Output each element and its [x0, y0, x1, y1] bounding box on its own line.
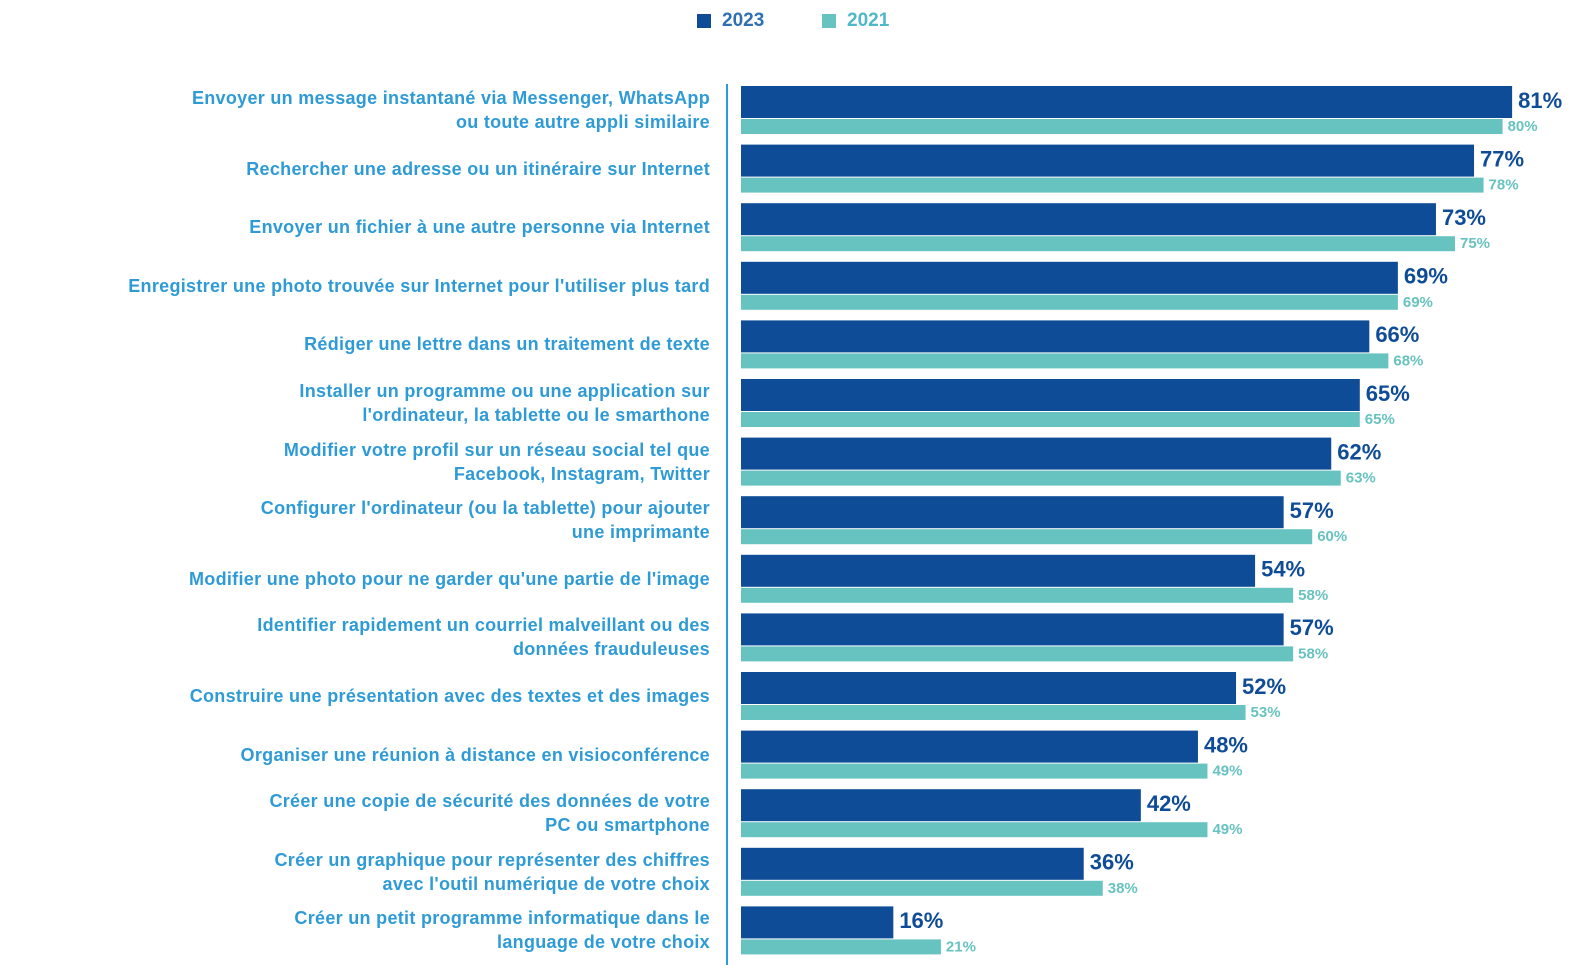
bar	[741, 261, 1398, 294]
bar	[741, 144, 1475, 177]
value-label: 80%	[1508, 118, 1538, 135]
value-label: 65%	[1366, 381, 1410, 406]
bar	[741, 529, 1313, 545]
category-label: Organiser une réunion à distance en visi…	[240, 744, 710, 765]
category-label: Modifier votre profil sur un réseau soci…	[283, 439, 710, 484]
value-label: 52%	[1242, 674, 1286, 699]
bar	[741, 353, 1389, 369]
bar	[741, 822, 1208, 838]
value-label: 48%	[1204, 732, 1248, 757]
value-label: 54%	[1261, 557, 1305, 582]
value-label: 57%	[1290, 498, 1334, 523]
value-label: 66%	[1375, 322, 1419, 347]
bar	[741, 880, 1103, 896]
category-label: Installer un programme ou une applicatio…	[299, 381, 710, 425]
category-label: Rédiger une lettre dans un traitement de…	[304, 334, 710, 355]
category-label: Créer un petit programme informatique da…	[294, 908, 710, 953]
bar	[741, 379, 1360, 411]
value-label: 69%	[1403, 294, 1433, 311]
value-label: 36%	[1090, 850, 1134, 875]
bar	[741, 730, 1198, 763]
category-label: Construire une présentation avec des tex…	[189, 686, 710, 706]
bar	[741, 613, 1284, 646]
value-label: 75%	[1460, 235, 1490, 252]
value-label: 78%	[1489, 177, 1519, 194]
bar	[741, 554, 1256, 587]
value-label: 42%	[1147, 791, 1191, 816]
bar	[741, 470, 1341, 486]
value-label: 49%	[1212, 821, 1242, 838]
bar	[741, 86, 1513, 118]
legend-swatch	[822, 14, 836, 28]
legend-label: 2023	[722, 10, 764, 31]
bar	[741, 203, 1436, 236]
bar	[741, 496, 1284, 529]
value-label: 60%	[1317, 528, 1347, 545]
category-label: Créer une copie de sécurité des données …	[269, 791, 710, 836]
value-label: 69%	[1404, 264, 1448, 289]
bar	[741, 906, 894, 939]
bar	[741, 177, 1484, 193]
bar	[741, 437, 1332, 470]
value-label: 65%	[1365, 411, 1395, 428]
value-label: 58%	[1298, 587, 1328, 604]
value-label: 62%	[1337, 439, 1381, 464]
bar	[741, 705, 1246, 720]
value-label: 21%	[946, 938, 976, 955]
category-label: Créer un graphique pour représenter des …	[274, 849, 710, 894]
value-label: 58%	[1298, 645, 1328, 662]
value-label: 81%	[1518, 88, 1562, 113]
value-label: 53%	[1251, 704, 1281, 721]
bar	[741, 119, 1503, 134]
bar	[741, 646, 1294, 662]
category-label: Envoyer un message instantané via Messen…	[191, 88, 710, 132]
legend-swatch	[697, 14, 711, 28]
bar	[741, 939, 941, 955]
category-label: Envoyer un fichier à une autre personne …	[249, 217, 710, 238]
value-label: 38%	[1108, 880, 1138, 897]
value-label: 68%	[1393, 352, 1423, 369]
category-label: Modifier une photo pour ne garder qu'une…	[189, 568, 710, 589]
bar	[741, 294, 1398, 310]
bar	[741, 236, 1455, 252]
bar	[741, 847, 1084, 880]
bar	[741, 320, 1370, 353]
category-label: Identifier rapidement un courriel malvei…	[257, 615, 710, 660]
value-label: 16%	[899, 908, 943, 933]
category-label: Configurer l'ordinateur (ou la tablette)…	[260, 498, 710, 543]
bar	[741, 412, 1360, 427]
category-label: Rechercher une adresse ou un itinéraire …	[246, 158, 710, 179]
value-label: 49%	[1212, 763, 1242, 780]
category-label: Enregistrer une photo trouvée sur Intern…	[128, 275, 710, 296]
bar	[741, 763, 1208, 779]
bar	[741, 587, 1294, 603]
bar	[741, 672, 1237, 704]
bar	[741, 789, 1141, 822]
value-label: 57%	[1290, 615, 1334, 640]
legend-label: 2021	[847, 10, 890, 31]
value-label: 77%	[1480, 146, 1524, 171]
value-label: 73%	[1442, 205, 1486, 230]
value-label: 63%	[1346, 470, 1376, 487]
